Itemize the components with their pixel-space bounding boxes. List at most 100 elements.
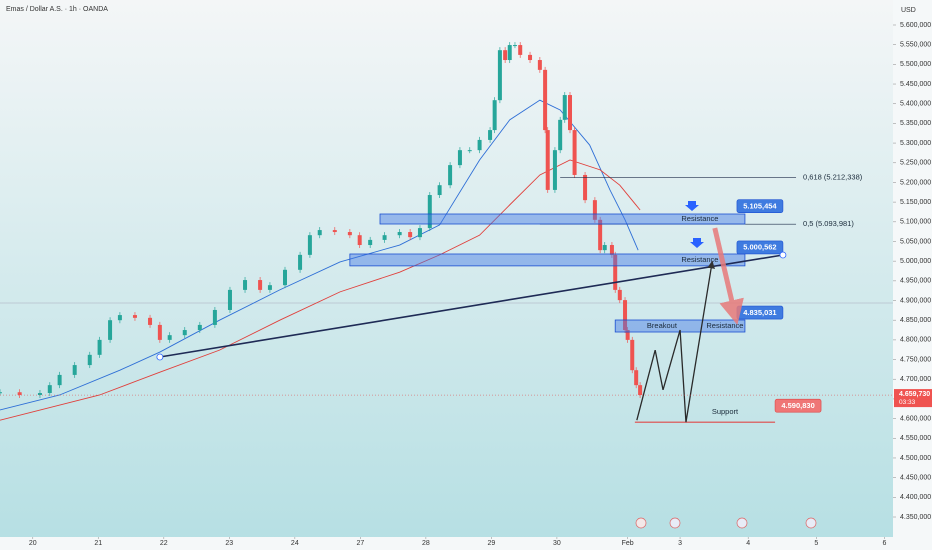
zone-label: Resistance <box>681 255 718 264</box>
candle <box>182 330 187 336</box>
marker-arrow <box>690 238 704 248</box>
candle <box>197 324 202 331</box>
x-tick-label: Feb <box>622 540 634 547</box>
last-price-label: 4.659,730 <box>899 391 930 398</box>
candle <box>497 50 502 101</box>
candle <box>638 385 643 395</box>
fib-label: 0,618 (5.212,338) <box>803 173 863 182</box>
x-tick-label: 6 <box>883 540 887 547</box>
candle <box>417 228 422 238</box>
y-tick-label: 5.450,000 <box>900 81 931 88</box>
candle <box>543 69 548 131</box>
candle <box>488 130 493 140</box>
candle <box>437 185 442 196</box>
price-tag <box>736 240 784 255</box>
candle <box>283 269 287 286</box>
candle <box>507 45 512 61</box>
zone-label: Resistance <box>706 321 743 330</box>
candle <box>562 95 567 120</box>
candle <box>347 232 352 236</box>
y-tick-label: 5.600,000 <box>900 22 931 29</box>
y-tick-label: 4.800,000 <box>900 337 931 344</box>
zone-label: Breakout <box>647 321 678 330</box>
trendline <box>159 254 784 358</box>
candle <box>368 239 373 246</box>
candle <box>397 232 402 236</box>
candle <box>382 235 387 240</box>
fib-label: 0,5 (5.093,981) <box>803 219 854 228</box>
y-tick-label: 5.400,000 <box>900 101 931 108</box>
candle <box>467 150 472 152</box>
candle <box>613 254 618 290</box>
x-tick-label: 20 <box>29 540 37 547</box>
candle <box>97 339 102 355</box>
candle <box>57 374 62 386</box>
marker-arrow <box>685 201 699 211</box>
candle <box>47 385 52 394</box>
candle <box>583 174 588 201</box>
resistance-zone <box>349 253 746 267</box>
y-tick-label: 5.000,000 <box>900 258 931 265</box>
countdown: 03:33 <box>899 399 916 406</box>
x-tick-label: 21 <box>94 540 102 547</box>
candle <box>37 393 42 395</box>
candle <box>148 317 153 325</box>
candle <box>630 339 635 371</box>
trendline-handle <box>779 251 787 259</box>
candle <box>617 289 622 301</box>
candle <box>552 150 557 190</box>
candle <box>457 150 462 166</box>
y-tick-label: 4.350,000 <box>900 514 931 521</box>
moving-average <box>0 99 639 411</box>
x-tick-label: 27 <box>356 540 364 547</box>
candle <box>317 230 322 236</box>
candle <box>623 300 628 331</box>
y-tick-label: 4.400,000 <box>900 494 931 501</box>
last-price-tag <box>894 389 932 408</box>
candle <box>558 119 563 151</box>
candle <box>132 315 137 318</box>
price-tag-label: 5.105,454 <box>743 201 777 210</box>
candle <box>17 392 22 395</box>
x-tick-label: 4 <box>746 540 750 547</box>
target-arrow <box>712 227 744 325</box>
candle <box>258 280 263 290</box>
trendline-handle <box>156 353 164 361</box>
price-axis <box>893 0 932 550</box>
candle <box>477 139 482 151</box>
y-tick-label: 5.500,000 <box>900 61 931 68</box>
y-tick-label: 5.300,000 <box>900 140 931 147</box>
y-tick-label: 4.700,000 <box>900 376 931 383</box>
x-tick-label: 30 <box>553 540 561 547</box>
support-label: Support <box>712 407 739 416</box>
zone-label: Resistance <box>681 214 718 223</box>
candle <box>609 245 614 255</box>
y-tick-label: 5.200,000 <box>900 179 931 186</box>
candle <box>598 219 603 251</box>
candle <box>512 45 517 47</box>
x-tick-label: 3 <box>678 540 682 547</box>
price-tag-label: 4.835,031 <box>743 308 776 317</box>
y-tick-label: 4.850,000 <box>900 317 931 324</box>
candle <box>357 235 362 246</box>
candle <box>448 165 453 186</box>
candle <box>167 335 172 340</box>
candle <box>72 365 77 375</box>
moving-average <box>0 159 641 421</box>
candle <box>492 100 497 131</box>
candle <box>117 315 122 321</box>
candle <box>503 50 508 61</box>
price-tag-label: 5.000,562 <box>743 243 776 252</box>
price-tag <box>736 199 784 213</box>
x-tick-label: 22 <box>160 540 168 547</box>
candle <box>157 324 162 340</box>
event-icons <box>635 517 817 529</box>
candle <box>298 254 303 270</box>
x-tick-label: 28 <box>422 540 430 547</box>
candle <box>602 245 607 251</box>
candle <box>634 370 639 386</box>
x-tick-label: 5 <box>814 540 818 547</box>
candle <box>87 354 92 366</box>
